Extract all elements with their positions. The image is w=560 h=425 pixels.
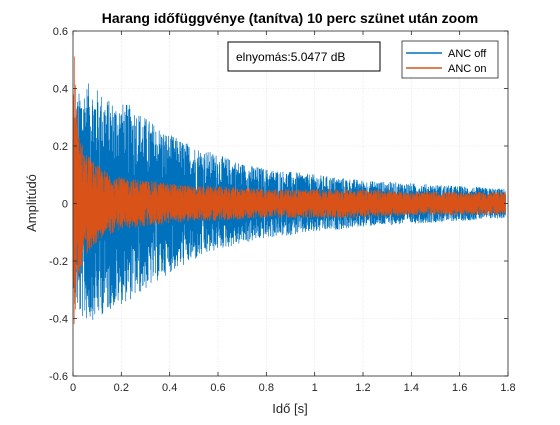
x-tick-label: 1.2 bbox=[355, 382, 370, 394]
x-tick-label: 0.2 bbox=[114, 382, 129, 394]
chart-title: Harang időfüggvénye (tanítva) 10 perc sz… bbox=[102, 10, 479, 26]
y-tick-label: 0.6 bbox=[53, 26, 68, 38]
y-axis-label: Amplitúdó bbox=[24, 174, 39, 232]
y-tick-label: -0.4 bbox=[49, 314, 68, 326]
series-line-anc-on bbox=[72, 56, 506, 325]
y-tick-label: -0.2 bbox=[49, 256, 68, 268]
y-tick-label: -0.6 bbox=[49, 371, 68, 383]
x-tick-label: 1.4 bbox=[404, 382, 419, 394]
x-tick-label: 0.4 bbox=[162, 382, 177, 394]
annotation-box: elnyomás:5.0477 dB bbox=[227, 41, 381, 72]
x-tick-label: 0 bbox=[70, 382, 76, 394]
legend-label-anc-on: ANC on bbox=[448, 63, 487, 75]
y-tick-label: 0 bbox=[62, 199, 68, 211]
x-tick-label: 1 bbox=[312, 382, 318, 394]
legend: ANC off ANC on bbox=[401, 40, 499, 79]
legend-box bbox=[401, 40, 499, 79]
series-layer bbox=[72, 56, 506, 325]
x-tick-label: 0.8 bbox=[259, 382, 274, 394]
x-axis-label: Idő [s] bbox=[272, 401, 307, 416]
x-tick-label: 1.8 bbox=[500, 382, 515, 394]
y-tick-label: 0.2 bbox=[53, 141, 68, 153]
y-tick-label: 0.4 bbox=[53, 84, 68, 96]
x-tick-label: 1.6 bbox=[452, 382, 467, 394]
x-tick-label: 0.6 bbox=[210, 382, 225, 394]
ticks bbox=[72, 30, 509, 377]
legend-label-anc-off: ANC off bbox=[448, 48, 487, 60]
annotation-text: elnyomás:5.0477 dB bbox=[236, 50, 345, 64]
tick-labels: 0 0.2 0.4 0.6 0.8 1 1.2 1.4 1.6 1.8 -0.6 -0.4 -0.2 0 0… bbox=[49, 26, 516, 394]
annotation-frame bbox=[227, 41, 381, 72]
